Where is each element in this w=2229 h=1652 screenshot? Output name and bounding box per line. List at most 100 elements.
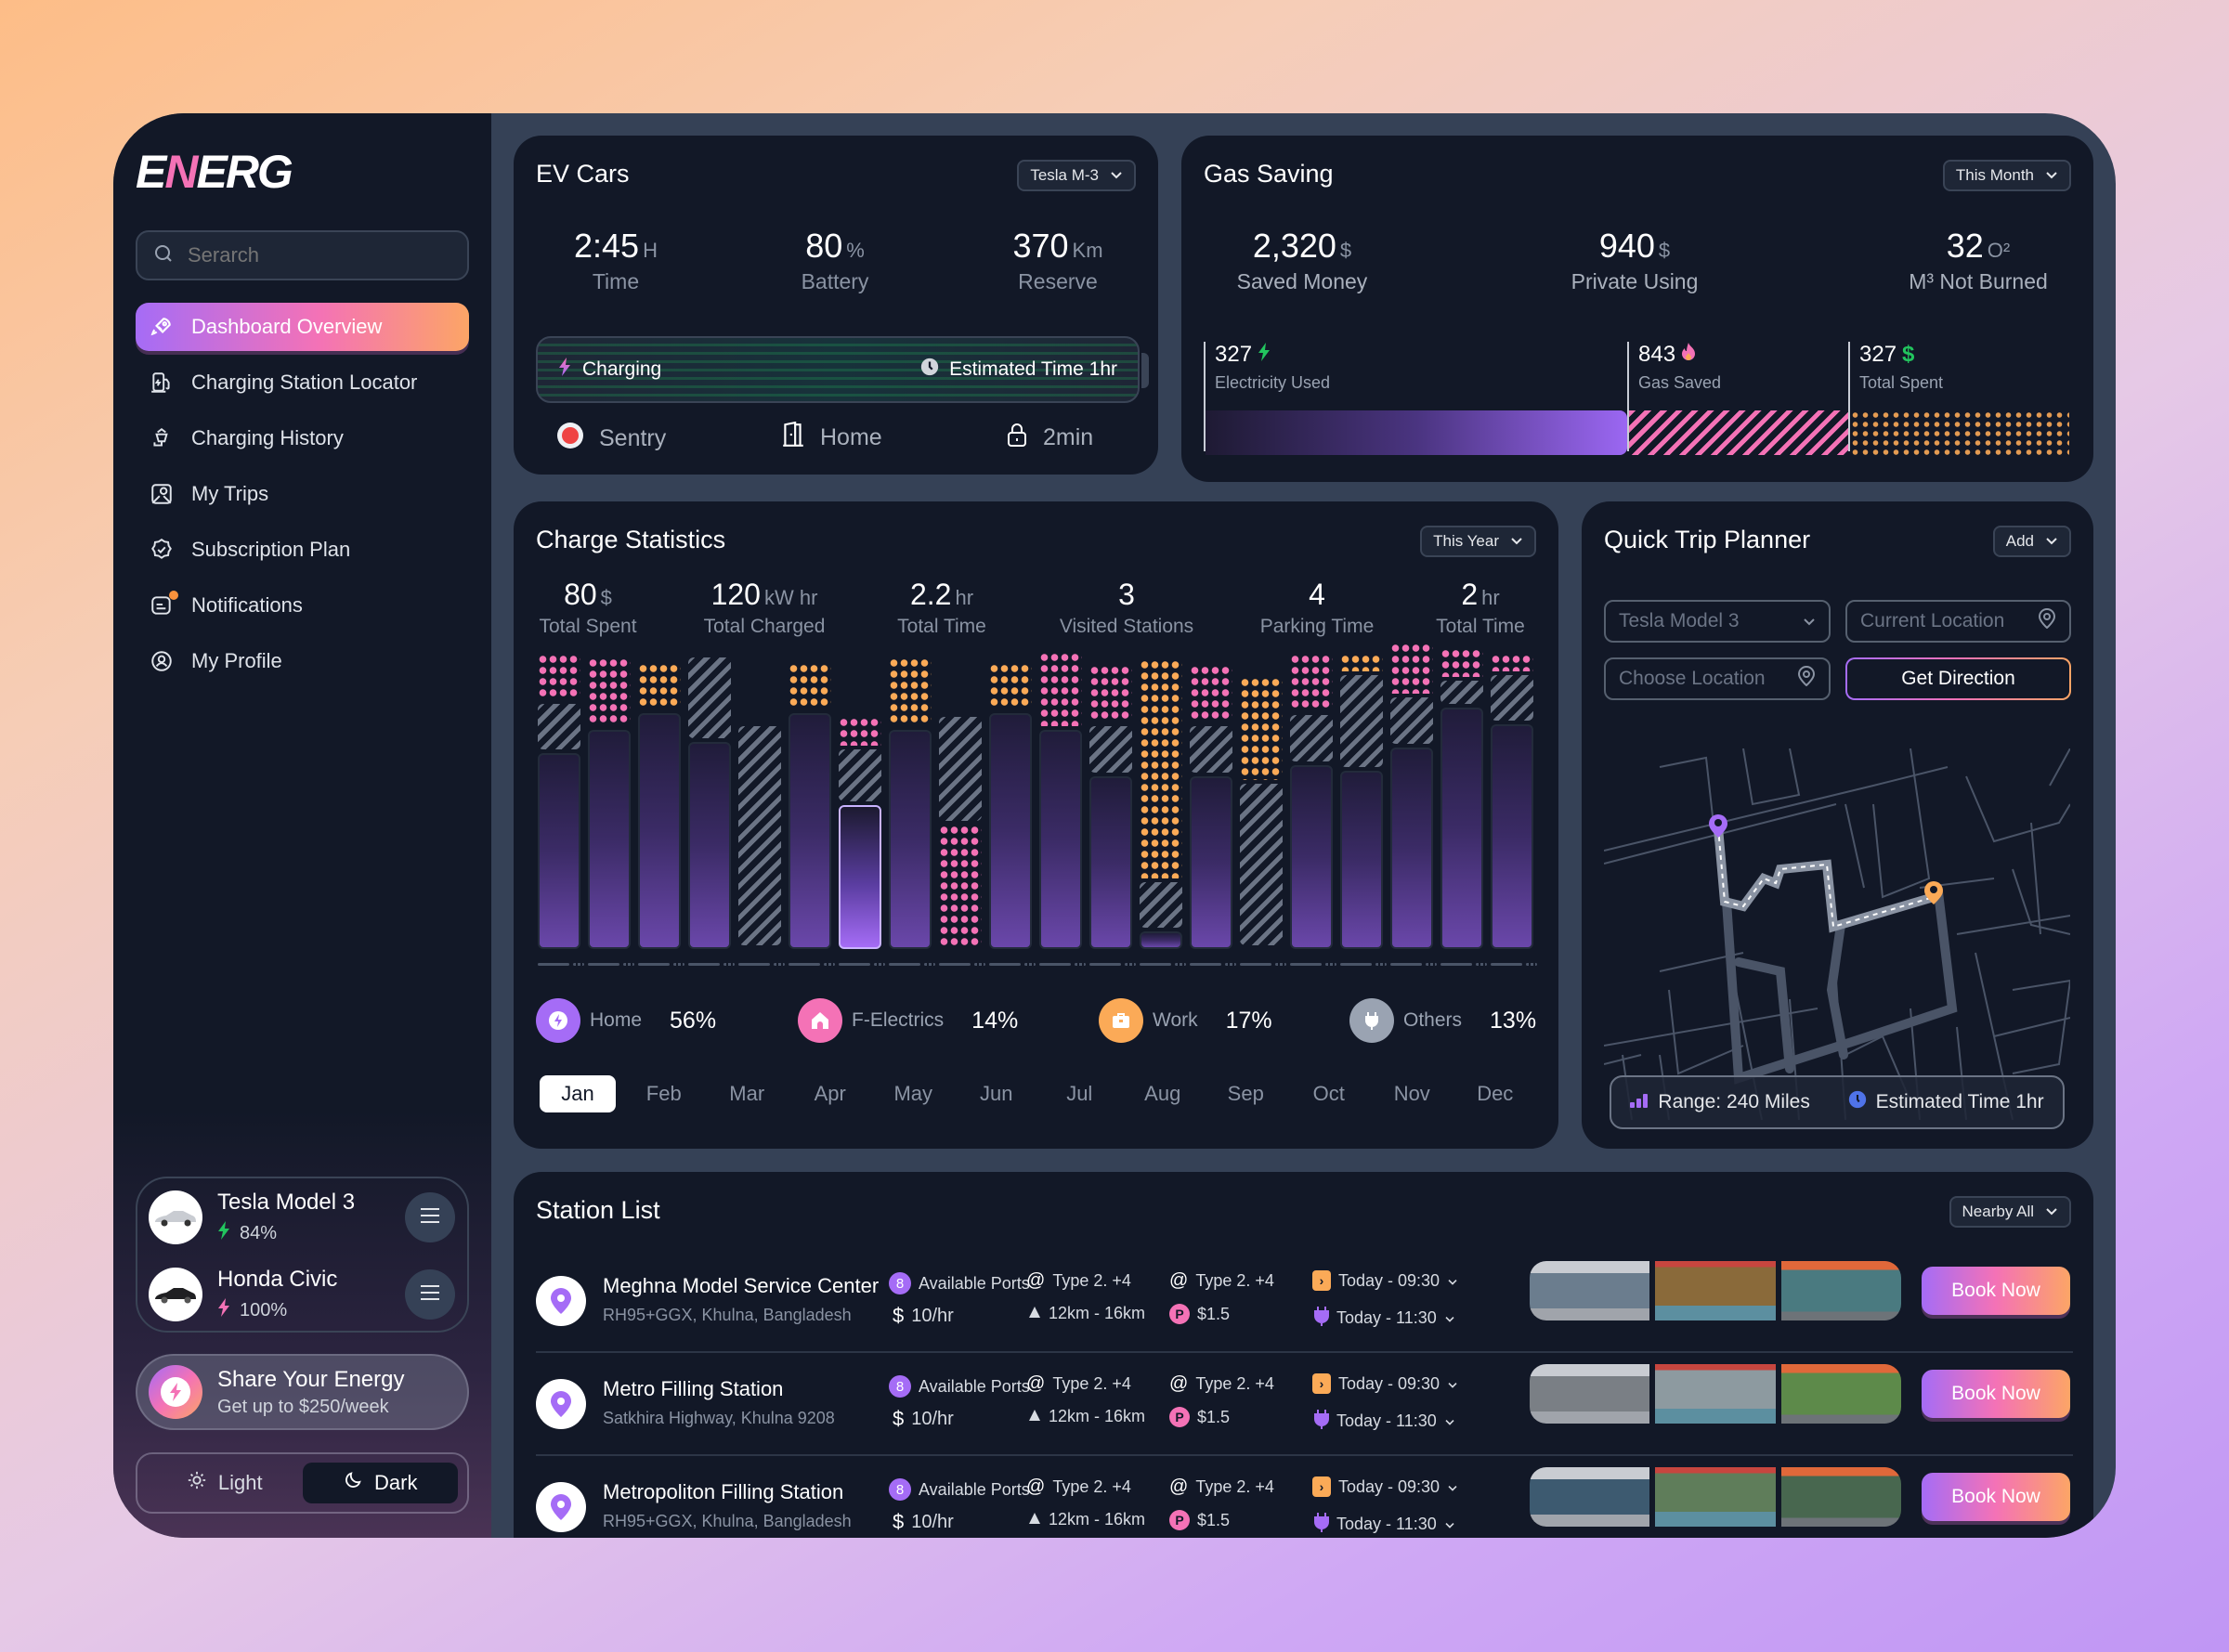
month-tab-apr[interactable]: Apr: [814, 1082, 846, 1105]
parking-price: $1.5: [1197, 1304, 1231, 1323]
month-tab-sep[interactable]: Sep: [1227, 1082, 1264, 1105]
sidebar-item-charging-station-locator[interactable]: Charging Station Locator: [136, 358, 469, 407]
chart-bar[interactable]: [1039, 651, 1082, 949]
current-location-input[interactable]: Current Location: [1845, 600, 2071, 643]
book-now-button[interactable]: Book Now: [1922, 1267, 2070, 1315]
car-menu-button[interactable]: [405, 1192, 455, 1242]
search-input[interactable]: [188, 243, 448, 267]
book-now-button[interactable]: Book Now: [1922, 1473, 2070, 1521]
route-map[interactable]: [1604, 748, 2070, 1120]
chart-bar[interactable]: [839, 717, 881, 949]
location-pin-icon: [2038, 608, 2056, 634]
bar-segment-home: [1491, 724, 1533, 949]
month-tab-dec[interactable]: Dec: [1477, 1082, 1514, 1105]
sidebar-item-dashboard-overview[interactable]: Dashboard Overview: [136, 303, 469, 351]
station-photos[interactable]: [1530, 1261, 1901, 1320]
close-time-dropdown[interactable]: Today - 11:30: [1314, 1306, 1455, 1331]
sidebar-item-my-profile[interactable]: My Profile: [136, 637, 469, 685]
search-box[interactable]: [136, 230, 469, 280]
month-tab-mar[interactable]: Mar: [729, 1082, 765, 1105]
sidebar-item-notifications[interactable]: Notifications: [136, 581, 469, 630]
bar-segment-home: [1340, 770, 1383, 949]
month-tab-nov[interactable]: Nov: [1393, 1082, 1430, 1105]
month-tab-aug[interactable]: Aug: [1144, 1082, 1181, 1105]
sentry-status[interactable]: Sentry: [556, 422, 666, 456]
station-photo[interactable]: [1530, 1364, 1650, 1424]
month-tab-jan[interactable]: Jan: [540, 1075, 616, 1112]
period-dropdown[interactable]: This Month: [1942, 160, 2071, 191]
station-photo[interactable]: [1780, 1261, 1901, 1320]
month-tab-feb[interactable]: Feb: [645, 1082, 682, 1105]
station-name[interactable]: Metropoliton Filling Station: [603, 1480, 844, 1503]
logo[interactable]: ENERG: [136, 146, 293, 198]
theme-light-button[interactable]: Light: [147, 1463, 303, 1503]
month-tab-oct[interactable]: Oct: [1312, 1082, 1345, 1105]
station-name[interactable]: Meghna Model Service Center: [603, 1274, 880, 1297]
chart-bar[interactable]: [1190, 665, 1232, 949]
station-photo[interactable]: [1780, 1467, 1901, 1527]
sidebar-item-charging-history[interactable]: Charging History: [136, 414, 469, 462]
nearby-dropdown[interactable]: Nearby All: [1949, 1196, 2071, 1228]
share-energy-button[interactable]: Share Your Energy Get up to $250/week: [136, 1354, 469, 1430]
month-tab-jun[interactable]: Jun: [980, 1082, 1013, 1105]
axis-tick-dots: [1375, 963, 1387, 966]
period-dropdown[interactable]: This Year: [1420, 526, 1536, 557]
station-row[interactable]: Metropoliton Filling Station RH95+GGX, K…: [536, 1467, 2073, 1538]
station-photo[interactable]: [1530, 1261, 1650, 1320]
close-time-dropdown[interactable]: Today - 11:30: [1314, 1512, 1455, 1537]
home-status[interactable]: Home: [781, 421, 882, 454]
car-item-honda[interactable]: Honda Civic 100%: [149, 1267, 455, 1322]
chevron-down-icon: [2045, 1203, 2058, 1221]
choose-location-input[interactable]: Choose Location: [1604, 657, 1831, 700]
station-photo[interactable]: [1530, 1467, 1650, 1527]
chart-bar[interactable]: [538, 654, 580, 949]
chart-bar[interactable]: [1491, 654, 1533, 949]
car-select[interactable]: Tesla Model 3: [1604, 600, 1831, 643]
chart-bar[interactable]: [738, 726, 781, 949]
chart-bar[interactable]: [688, 657, 731, 949]
chart-bar[interactable]: [789, 663, 831, 949]
station-photos[interactable]: [1530, 1364, 1901, 1424]
open-time-dropdown[interactable]: › Today - 09:30: [1312, 1270, 1458, 1291]
month-tab-may[interactable]: May: [893, 1082, 933, 1105]
sidebar-item-subscription-plan[interactable]: Subscription Plan: [136, 526, 469, 574]
total-spent-bar: [1850, 410, 2069, 455]
axis-tick: [638, 963, 670, 966]
car-item-tesla[interactable]: Tesla Model 3 84%: [149, 1190, 455, 1245]
station-photo[interactable]: [1655, 1467, 1776, 1527]
chart-bar[interactable]: [1140, 659, 1182, 949]
chart-bar[interactable]: [889, 657, 932, 949]
station-photo[interactable]: [1780, 1364, 1901, 1424]
month-tab-jul[interactable]: Jul: [1066, 1082, 1093, 1105]
open-time-dropdown[interactable]: › Today - 09:30: [1312, 1476, 1458, 1497]
chart-bar[interactable]: [939, 717, 982, 949]
add-dropdown[interactable]: Add: [1992, 526, 2071, 557]
station-row[interactable]: Meghna Model Service Center RH95+GGX, Kh…: [536, 1261, 2073, 1363]
axis-tick: [538, 963, 569, 966]
chart-bar[interactable]: [1390, 642, 1433, 949]
book-now-button[interactable]: Book Now: [1922, 1370, 2070, 1418]
station-row[interactable]: Metro Filling Station Satkhira Highway, …: [536, 1364, 2073, 1466]
station-name[interactable]: Metro Filling Station: [603, 1377, 784, 1400]
clock-icon: [1848, 1090, 1867, 1114]
chart-bar[interactable]: [588, 657, 631, 949]
chart-bar[interactable]: [1340, 654, 1383, 949]
open-time-dropdown[interactable]: › Today - 09:30: [1312, 1373, 1458, 1394]
station-photo[interactable]: [1655, 1261, 1776, 1320]
chart-bar[interactable]: [1089, 665, 1132, 949]
sidebar-item-my-trips[interactable]: My Trips: [136, 470, 469, 518]
chart-bar[interactable]: [989, 663, 1032, 949]
get-direction-button[interactable]: Get Direction: [1845, 657, 2071, 700]
lock-status[interactable]: 2min: [1006, 422, 1093, 454]
station-photo[interactable]: [1655, 1364, 1776, 1424]
car-dropdown[interactable]: Tesla M-3: [1017, 160, 1136, 191]
chart-bar[interactable]: [1290, 654, 1333, 949]
chart-bar[interactable]: [1240, 676, 1283, 949]
car-menu-button[interactable]: [405, 1269, 455, 1320]
theme-dark-button[interactable]: Dark: [302, 1463, 458, 1503]
chart-bar[interactable]: [638, 663, 681, 949]
chart-bar[interactable]: [1440, 647, 1483, 949]
close-time-dropdown[interactable]: Today - 11:30: [1314, 1409, 1455, 1434]
bar-segment-f-electrics: [588, 657, 631, 727]
station-photos[interactable]: [1530, 1467, 1901, 1527]
